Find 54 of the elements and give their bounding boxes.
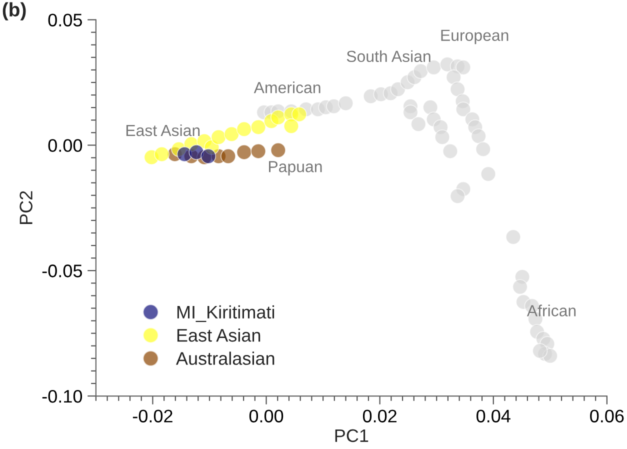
point: [210, 129, 226, 145]
point: [270, 142, 286, 158]
point: [480, 166, 496, 182]
annotation: American: [254, 82, 320, 94]
point: [250, 143, 266, 159]
point: [470, 128, 486, 144]
annotation: South Asian: [346, 50, 430, 62]
point: [291, 106, 307, 122]
x-tick-label: 0.02: [362, 410, 396, 422]
point: [450, 82, 466, 97]
point: [188, 144, 204, 160]
y-tick-label: 0.05: [48, 14, 82, 26]
point: [200, 148, 216, 164]
y-tick-label: -0.10: [42, 390, 82, 403]
point: [224, 126, 240, 142]
x-tick-label: -0.02: [132, 410, 172, 422]
point: [446, 69, 462, 85]
point: [506, 229, 521, 245]
point: [338, 96, 354, 111]
legend-label: MI_Kiritimati: [177, 305, 274, 322]
annotation: Papuan: [269, 161, 322, 176]
point: [326, 98, 342, 114]
x-tick-label: 0.06: [590, 410, 624, 422]
point: [456, 60, 471, 76]
x-tick-label: 0.04: [476, 410, 510, 422]
point: [532, 343, 548, 359]
point: [413, 63, 428, 79]
point: [250, 119, 266, 135]
annotation: European: [441, 30, 508, 44]
y-tick-label: 0.00: [48, 139, 82, 152]
point: [434, 129, 450, 145]
point: [154, 146, 170, 162]
point: [442, 143, 458, 159]
point: [220, 148, 236, 164]
point: [236, 144, 252, 160]
point: [410, 116, 426, 132]
point: [422, 100, 438, 116]
point: [450, 188, 466, 204]
point: [475, 141, 491, 157]
legend-label: East Asian: [177, 328, 260, 342]
x-tick-label: 0.00: [249, 410, 284, 422]
point: [236, 121, 252, 137]
point: [270, 110, 286, 126]
y-tick-label: -0.05: [42, 264, 82, 278]
x-axis-title: PC1: [335, 429, 368, 442]
point: [402, 104, 418, 120]
legend-label: Australasian: [176, 352, 274, 365]
point: [456, 102, 471, 118]
text: (b): [2, 2, 26, 20]
annotation: East Asian: [126, 124, 200, 136]
point: [284, 118, 299, 134]
point: [512, 279, 528, 295]
annotation: African: [526, 304, 576, 316]
y-axis-title: PC2: [20, 191, 32, 224]
